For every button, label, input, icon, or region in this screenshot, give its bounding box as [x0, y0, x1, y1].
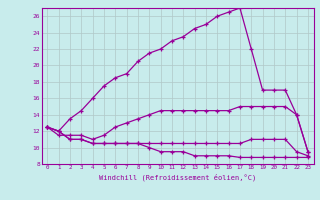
X-axis label: Windchill (Refroidissement éolien,°C): Windchill (Refroidissement éolien,°C): [99, 173, 256, 181]
